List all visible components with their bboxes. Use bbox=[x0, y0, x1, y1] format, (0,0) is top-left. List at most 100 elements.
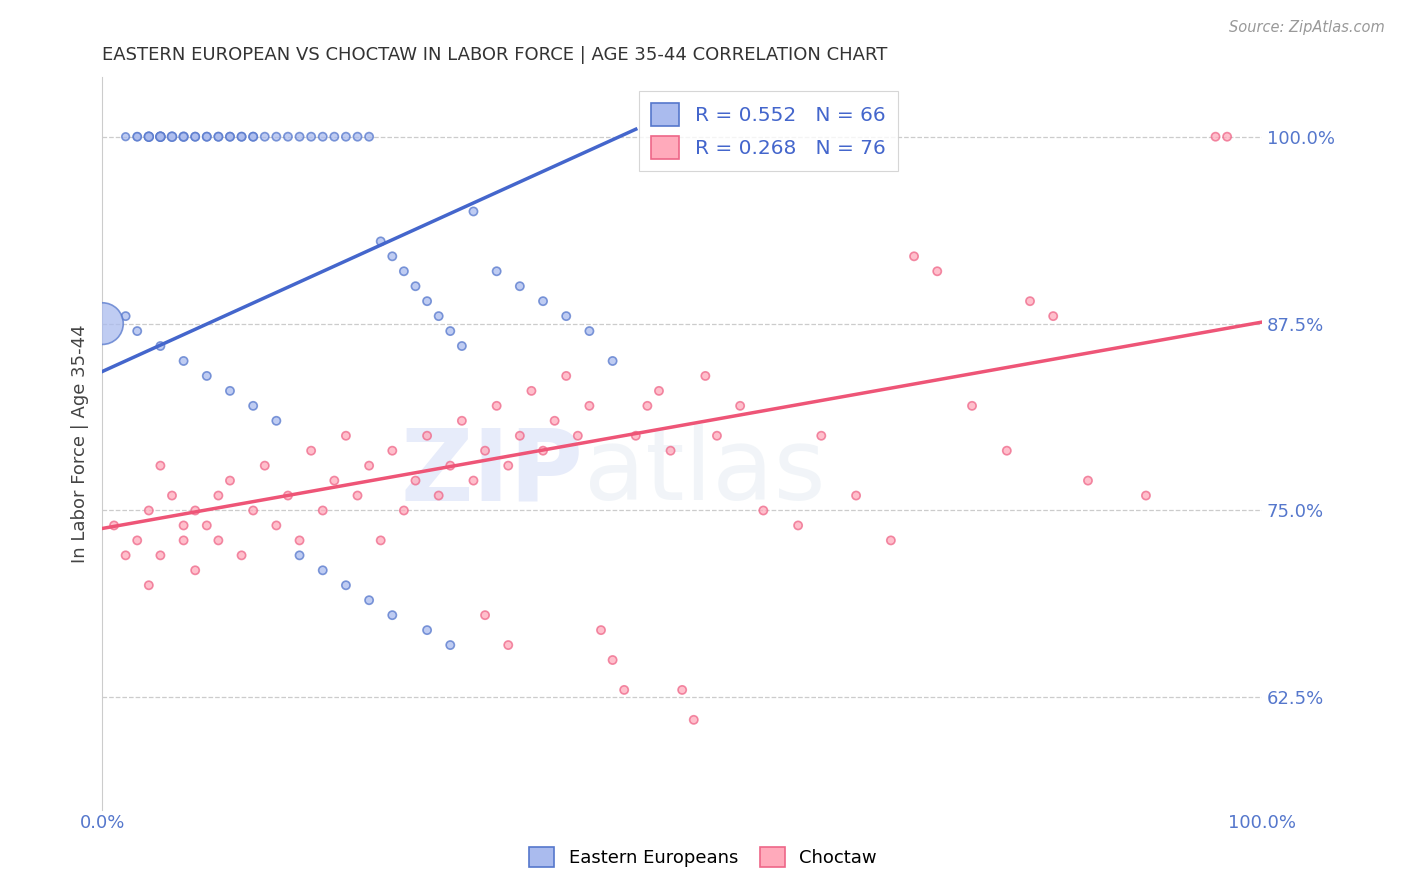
Point bbox=[613, 682, 636, 697]
Point bbox=[531, 443, 554, 458]
Point bbox=[392, 264, 415, 278]
Point bbox=[485, 399, 508, 413]
Point bbox=[416, 623, 439, 637]
Point bbox=[184, 503, 207, 517]
Point bbox=[636, 399, 658, 413]
Legend: Eastern Europeans, Choctaw: Eastern Europeans, Choctaw bbox=[522, 839, 884, 874]
Point bbox=[231, 549, 253, 563]
Point bbox=[427, 489, 450, 503]
Point bbox=[312, 563, 335, 577]
Point bbox=[463, 204, 485, 219]
Point bbox=[439, 324, 461, 338]
Point bbox=[381, 249, 404, 263]
Point bbox=[288, 129, 311, 144]
Point bbox=[242, 399, 264, 413]
Point bbox=[138, 503, 160, 517]
Legend: R = 0.552   N = 66, R = 0.268   N = 76: R = 0.552 N = 66, R = 0.268 N = 76 bbox=[638, 91, 898, 171]
Point bbox=[160, 129, 183, 144]
Point bbox=[184, 563, 207, 577]
Point bbox=[1205, 129, 1227, 144]
Point bbox=[370, 533, 392, 548]
Point bbox=[114, 549, 136, 563]
Point bbox=[589, 623, 612, 637]
Point bbox=[463, 474, 485, 488]
Point bbox=[578, 324, 600, 338]
Point bbox=[405, 279, 427, 293]
Point bbox=[439, 638, 461, 652]
Point bbox=[231, 129, 253, 144]
Point bbox=[346, 489, 368, 503]
Point bbox=[810, 428, 832, 442]
Point bbox=[496, 638, 519, 652]
Point bbox=[1135, 489, 1157, 503]
Point bbox=[149, 129, 172, 144]
Point bbox=[706, 428, 728, 442]
Point bbox=[335, 129, 357, 144]
Point bbox=[416, 428, 439, 442]
Point bbox=[242, 129, 264, 144]
Point bbox=[149, 129, 172, 144]
Point bbox=[728, 399, 751, 413]
Point bbox=[173, 354, 195, 368]
Point bbox=[359, 458, 381, 473]
Point bbox=[195, 129, 218, 144]
Point bbox=[149, 129, 172, 144]
Point bbox=[450, 339, 472, 353]
Point bbox=[787, 518, 810, 533]
Point bbox=[253, 458, 276, 473]
Point bbox=[266, 414, 288, 428]
Point bbox=[219, 474, 242, 488]
Point bbox=[392, 503, 415, 517]
Point bbox=[138, 578, 160, 592]
Point bbox=[127, 324, 149, 338]
Point bbox=[509, 279, 531, 293]
Point bbox=[299, 443, 322, 458]
Point bbox=[555, 309, 578, 323]
Text: EASTERN EUROPEAN VS CHOCTAW IN LABOR FORCE | AGE 35-44 CORRELATION CHART: EASTERN EUROPEAN VS CHOCTAW IN LABOR FOR… bbox=[103, 46, 887, 64]
Point bbox=[231, 129, 253, 144]
Point bbox=[752, 503, 775, 517]
Point bbox=[103, 518, 125, 533]
Point bbox=[1019, 294, 1042, 309]
Point bbox=[277, 129, 299, 144]
Point bbox=[880, 533, 903, 548]
Point bbox=[335, 428, 357, 442]
Point bbox=[127, 533, 149, 548]
Point bbox=[160, 489, 183, 503]
Point bbox=[149, 458, 172, 473]
Point bbox=[114, 129, 136, 144]
Point bbox=[266, 518, 288, 533]
Point bbox=[207, 129, 229, 144]
Point bbox=[266, 129, 288, 144]
Point bbox=[602, 354, 624, 368]
Point bbox=[543, 414, 565, 428]
Point bbox=[555, 368, 578, 383]
Point bbox=[1216, 129, 1239, 144]
Point bbox=[184, 129, 207, 144]
Point bbox=[127, 129, 149, 144]
Point bbox=[138, 129, 160, 144]
Point bbox=[288, 533, 311, 548]
Point bbox=[207, 489, 229, 503]
Point bbox=[346, 129, 368, 144]
Point bbox=[323, 474, 346, 488]
Point bbox=[509, 428, 531, 442]
Point bbox=[960, 399, 983, 413]
Y-axis label: In Labor Force | Age 35-44: In Labor Force | Age 35-44 bbox=[72, 324, 89, 563]
Point bbox=[242, 503, 264, 517]
Point bbox=[1042, 309, 1064, 323]
Point bbox=[648, 384, 671, 398]
Point bbox=[219, 129, 242, 144]
Point bbox=[312, 503, 335, 517]
Point bbox=[903, 249, 925, 263]
Point bbox=[995, 443, 1018, 458]
Point bbox=[927, 264, 949, 278]
Point bbox=[695, 368, 717, 383]
Point bbox=[207, 129, 229, 144]
Point bbox=[359, 129, 381, 144]
Point bbox=[359, 593, 381, 607]
Point bbox=[138, 129, 160, 144]
Point bbox=[671, 682, 693, 697]
Point bbox=[335, 578, 357, 592]
Point bbox=[567, 428, 589, 442]
